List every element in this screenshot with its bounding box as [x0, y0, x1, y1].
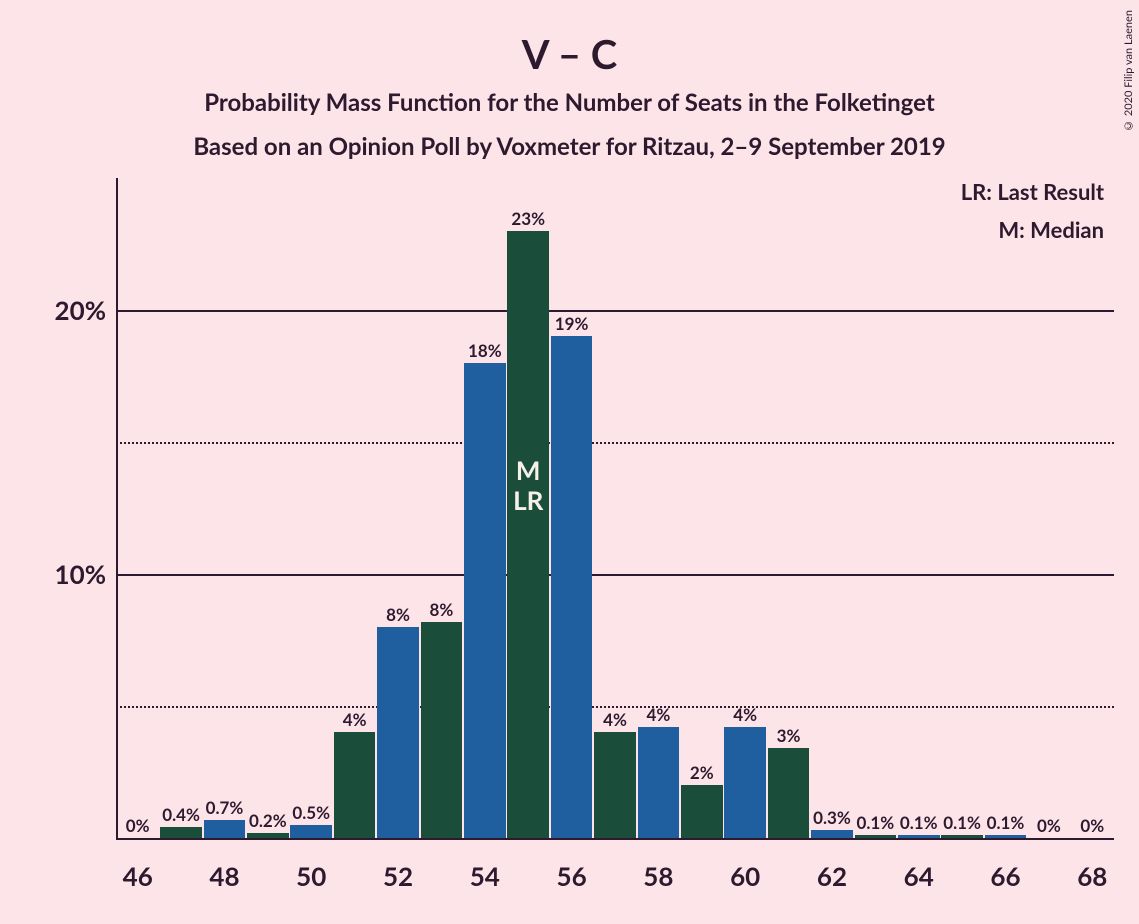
- x-tick-label: 62: [802, 860, 862, 892]
- gridline-minor: [116, 706, 1114, 708]
- bar: [594, 732, 636, 838]
- x-tick-label: 58: [628, 860, 688, 892]
- bar-value-label: 23%: [498, 208, 558, 229]
- gridline-minor: [116, 442, 1114, 444]
- bar: [855, 835, 897, 838]
- chart-subtitle-2: Based on an Opinion Poll by Voxmeter for…: [0, 132, 1139, 161]
- bar-value-label: 4%: [325, 709, 385, 730]
- bar: [681, 785, 723, 838]
- bar: [421, 622, 463, 838]
- bar-annotation: M: [507, 456, 549, 486]
- x-tick-label: 64: [889, 860, 949, 892]
- x-tick-label: 68: [1062, 860, 1122, 892]
- chart-subtitle-1: Probability Mass Function for the Number…: [0, 88, 1139, 117]
- bar-value-label: 4%: [715, 704, 775, 725]
- y-axis-line: [116, 178, 118, 838]
- gridline-major: [116, 574, 1114, 576]
- x-tick-label: 50: [281, 860, 341, 892]
- bar: [941, 835, 983, 838]
- x-axis-baseline: [116, 838, 1114, 840]
- x-tick-label: 46: [108, 860, 168, 892]
- bar: [898, 835, 940, 838]
- bar-annotation-group: MLR: [507, 456, 549, 516]
- bar: [377, 627, 419, 838]
- bar: [290, 825, 332, 838]
- bar-value-label: 0.5%: [281, 802, 341, 823]
- x-tick-label: 48: [194, 860, 254, 892]
- y-tick-label: 20%: [31, 294, 106, 326]
- bar: [551, 336, 593, 838]
- bar-value-label: 19%: [542, 313, 602, 334]
- bar: [247, 833, 289, 838]
- bar-value-label: 2%: [672, 762, 732, 783]
- gridline-major: [116, 310, 1114, 312]
- bar-value-label: 18%: [455, 340, 515, 361]
- x-tick-label: 54: [455, 860, 515, 892]
- plot-area: 10%20%4648505254565860626466680%0.4%0.7%…: [116, 178, 1114, 838]
- y-tick-label: 10%: [31, 558, 106, 590]
- x-tick-label: 56: [542, 860, 602, 892]
- bar-annotation: LR: [507, 486, 549, 516]
- x-tick-label: 52: [368, 860, 428, 892]
- bar: [464, 363, 506, 838]
- copyright-text: © 2020 Filip van Laenen: [1122, 10, 1135, 132]
- bar-value-label: 0%: [1062, 815, 1122, 836]
- bar: [160, 827, 202, 838]
- chart-title: V – C: [0, 30, 1139, 78]
- bar-value-label: 4%: [628, 704, 688, 725]
- x-tick-label: 66: [976, 860, 1036, 892]
- bar-value-label: 8%: [411, 599, 471, 620]
- x-tick-label: 60: [715, 860, 775, 892]
- bar-value-label: 3%: [759, 725, 819, 746]
- bar: [334, 732, 376, 838]
- chart-container: V – C Probability Mass Function for the …: [0, 0, 1139, 924]
